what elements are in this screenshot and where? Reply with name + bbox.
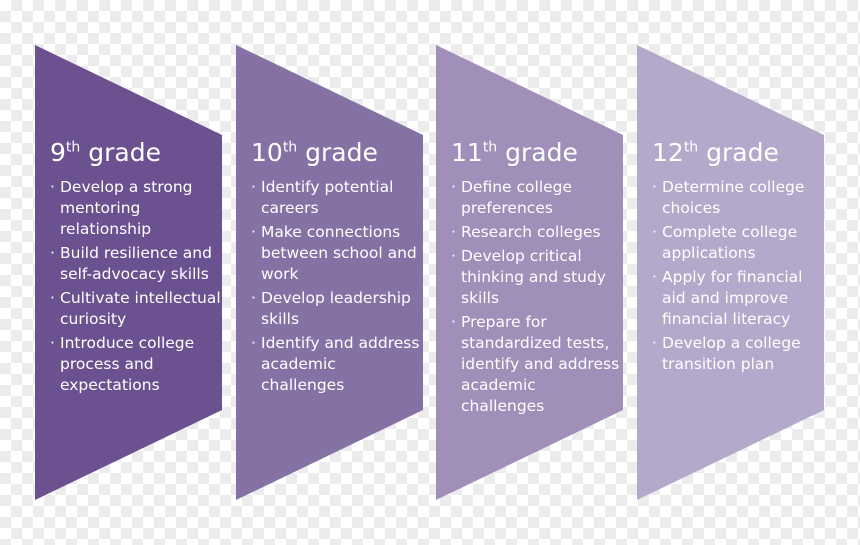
step-title: 11th grade — [451, 138, 623, 167]
item-list: Determine college choicesComplete colleg… — [652, 177, 824, 375]
item: Prepare for standardized tests, identify… — [451, 312, 623, 417]
grade-label: grade — [88, 138, 161, 167]
grade-number: 12 — [652, 138, 684, 167]
step-panel: 9th grade Develop a strong mentoring rela… — [50, 138, 222, 399]
item: Introduce college process and expectatio… — [50, 333, 222, 396]
grade-number: 9 — [50, 138, 66, 167]
item: Identify and address academic challenges — [251, 333, 423, 396]
step-panel: 11th grade Define college preferences Rese… — [451, 138, 623, 420]
grade-label: grade — [505, 138, 578, 167]
item: Develop critical thinking and study skil… — [451, 246, 623, 309]
step-title: 9th grade — [50, 138, 222, 167]
grade-suffix: th — [282, 139, 298, 156]
item: Complete college applications — [652, 222, 824, 264]
item: Develop leadership skills — [251, 288, 423, 330]
grade-label: grade — [305, 138, 378, 167]
grade-suffix: th — [482, 139, 498, 156]
item: Apply for financial aid and improve fina… — [652, 267, 824, 330]
grade-suffix: th — [65, 139, 81, 156]
item: Develop a strong mentoring relationship — [50, 177, 222, 240]
item: Define college preferences — [451, 177, 623, 219]
step-panel: 10th grade Identify potential careersMake… — [251, 138, 423, 399]
item: Research colleges — [451, 222, 623, 243]
step-title: 10th grade — [251, 138, 423, 167]
grade-label: grade — [706, 138, 779, 167]
item: Develop a college transition plan — [652, 333, 824, 375]
item: Cultivate intellectual curiosity — [50, 288, 222, 330]
step-title: 12th grade — [652, 138, 824, 167]
grade-suffix: th — [683, 139, 699, 156]
item: Build resilience and self-advocacy skill… — [50, 243, 222, 285]
step-panel: 12th grade Determine college choicesCompl… — [652, 138, 824, 378]
item: Identify potential careers — [251, 177, 423, 219]
item-list: Define college preferences Research colle… — [451, 177, 623, 417]
item-list: Develop a strong mentoring relationshipB… — [50, 177, 222, 396]
item: Make connections between school and work — [251, 222, 423, 285]
grade-number: 11 — [451, 138, 483, 167]
grade-number: 10 — [251, 138, 283, 167]
item-list: Identify potential careersMake connectio… — [251, 177, 423, 396]
item: Determine college choices — [652, 177, 824, 219]
